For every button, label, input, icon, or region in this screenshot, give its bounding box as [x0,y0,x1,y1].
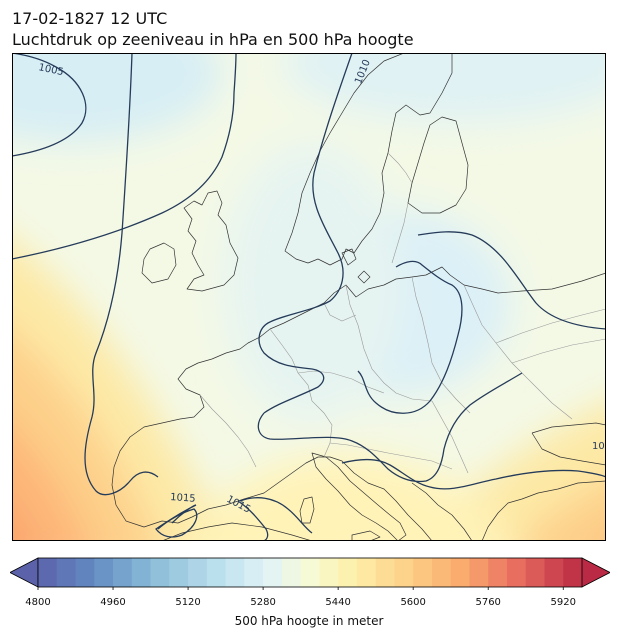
colorbar-cell [544,558,564,587]
pressure-map: 1005 1010 1015 1015 10 [12,53,606,541]
colorbar [10,557,610,590]
colorbar-label: 500 hPa hoogte in meter [234,614,384,628]
colorbar-cell [300,558,320,587]
colorbar-tick-label: 5920 [550,597,576,608]
colorbar-cell [38,558,58,587]
colorbar-cell [113,558,133,587]
colorbar-cell [356,558,377,587]
colorbar-tick-label: 4800 [25,597,51,608]
country-borders [199,152,606,474]
colorbar-tick-label: 5600 [400,597,426,608]
colorbar-extend-max [581,557,610,588]
colorbar-cell [394,558,414,587]
colorbar-tick-label: 5440 [325,597,351,608]
colorbar-tick-label: 5280 [250,597,276,608]
colorbar-cell [56,558,77,587]
colorbar-cell [75,558,95,587]
isobar-label-edge: 10 [592,441,605,452]
land-outline [111,53,606,541]
colorbar-cell [244,558,264,587]
colorbar-cell [131,558,152,587]
colorbar-cells [10,557,610,588]
colorbar-frame [37,557,583,588]
colorbar-cell [525,558,545,587]
colorbar-cell [469,558,489,587]
colorbar-tick-label: 4960 [100,597,126,608]
colorbar-cell [319,558,339,587]
colorbar-cell [413,558,433,587]
colorbar-cell [563,558,583,587]
map-title: Luchtdruk op zeeniveau in hPa en 500 hPa… [12,30,414,49]
colorbar-cell [206,558,227,587]
isobar-label-1015-a: 1015 [170,492,196,505]
colorbar-tick-label: 5760 [475,597,501,608]
colorbar-cell [150,558,170,587]
isobars [12,53,606,541]
colorbar-tick-label: 5120 [175,597,201,608]
colorbar-ticks [37,587,564,590]
isobar-label-1005: 1005 [37,62,64,78]
colorbar-cell [225,558,245,587]
colorbar-cell [188,558,208,587]
colorbar-extend-min [10,557,39,588]
colorbar-cell [375,558,395,587]
colorbar-cell [281,558,302,587]
map-frame [12,53,606,541]
colorbar-cell [488,558,508,587]
colorbar-cell [450,558,470,587]
colorbar-cell [338,558,358,587]
colorbar-cell [94,558,114,587]
colorbar-cell [431,558,452,587]
colorbar-cell [263,558,283,587]
colorbar-cell [506,558,527,587]
map-datetime: 17-02-1827 12 UTC [12,9,168,28]
colorbar-cell [169,558,189,587]
